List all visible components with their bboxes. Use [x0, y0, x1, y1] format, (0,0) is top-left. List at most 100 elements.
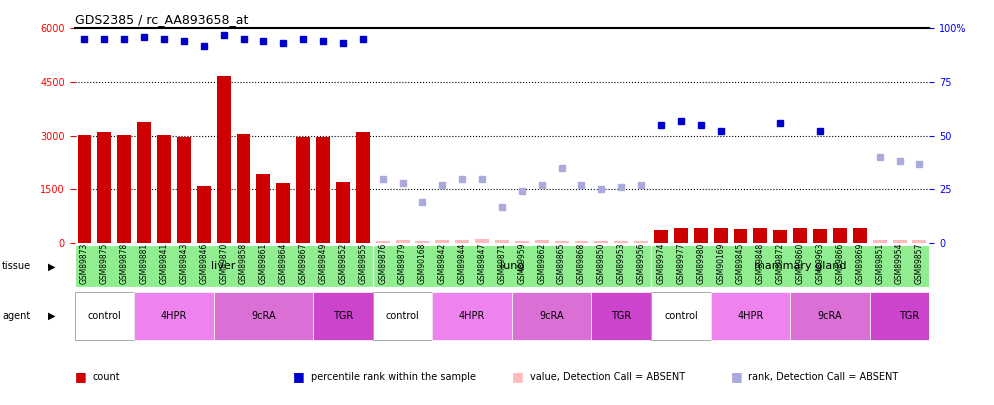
Text: GSM89857: GSM89857 [914, 243, 924, 284]
Text: 4HPR: 4HPR [459, 311, 485, 321]
Text: GSM89851: GSM89851 [875, 243, 885, 284]
Bar [455, 241, 469, 243]
Text: 9cRA: 9cRA [818, 311, 842, 321]
Text: mammary gland: mammary gland [753, 261, 847, 271]
FancyBboxPatch shape [214, 292, 313, 339]
FancyBboxPatch shape [373, 245, 651, 287]
Bar [555, 241, 569, 243]
Text: GSM89980: GSM89980 [696, 243, 706, 284]
Text: GSM89862: GSM89862 [537, 243, 547, 284]
Text: GSM89850: GSM89850 [596, 243, 606, 284]
Text: GSM89871: GSM89871 [497, 243, 507, 284]
Bar [157, 135, 171, 243]
FancyBboxPatch shape [790, 292, 870, 339]
Text: GSM89875: GSM89875 [99, 243, 109, 284]
Text: ▶: ▶ [48, 261, 56, 271]
FancyBboxPatch shape [870, 292, 949, 339]
Text: lung: lung [500, 261, 524, 271]
FancyBboxPatch shape [134, 292, 214, 339]
Text: GSM89848: GSM89848 [755, 243, 765, 284]
Bar [535, 241, 549, 243]
Bar [117, 135, 131, 243]
FancyBboxPatch shape [432, 292, 512, 339]
FancyBboxPatch shape [512, 292, 591, 339]
Text: GSM89954: GSM89954 [895, 243, 905, 284]
Text: GSM89844: GSM89844 [457, 243, 467, 284]
Text: GSM89849: GSM89849 [318, 243, 328, 284]
Text: count: count [92, 372, 120, 382]
Text: GSM89869: GSM89869 [855, 243, 865, 284]
Bar [495, 241, 509, 243]
Text: GSM89974: GSM89974 [656, 243, 666, 284]
Text: GSM89873: GSM89873 [80, 243, 89, 284]
Bar [594, 241, 608, 243]
Bar [97, 132, 111, 243]
Text: GSM90168: GSM90168 [417, 243, 427, 284]
Text: TGR: TGR [333, 311, 353, 321]
Text: ■: ■ [512, 370, 524, 383]
Text: GSM89953: GSM89953 [616, 243, 626, 284]
Bar [217, 76, 231, 243]
Text: GSM90169: GSM90169 [716, 243, 726, 284]
Text: GDS2385 / rc_AA893658_at: GDS2385 / rc_AA893658_at [75, 13, 248, 26]
Bar [753, 228, 767, 243]
Bar [793, 228, 807, 243]
Bar [813, 229, 827, 243]
Text: GSM89865: GSM89865 [557, 243, 567, 284]
Text: GSM89852: GSM89852 [338, 243, 348, 284]
Bar [256, 174, 270, 243]
Text: GSM89842: GSM89842 [437, 243, 447, 284]
FancyBboxPatch shape [651, 245, 949, 287]
Bar [634, 241, 648, 243]
Text: 9cRA: 9cRA [251, 311, 275, 321]
Bar [435, 240, 449, 243]
Bar [714, 228, 728, 243]
Bar [316, 137, 330, 243]
Text: 4HPR: 4HPR [738, 311, 763, 321]
Text: GSM89879: GSM89879 [398, 243, 408, 284]
Bar [197, 186, 211, 243]
Bar [276, 183, 290, 243]
Text: GSM89866: GSM89866 [835, 243, 845, 284]
Text: GSM89881: GSM89881 [139, 243, 149, 284]
Bar [177, 137, 191, 243]
Text: GSM89864: GSM89864 [278, 243, 288, 284]
Text: GSM89870: GSM89870 [219, 243, 229, 284]
Bar [296, 137, 310, 243]
Bar [853, 228, 867, 243]
Text: ■: ■ [75, 370, 86, 383]
Bar [515, 241, 529, 243]
Bar [396, 241, 410, 243]
Bar [575, 241, 588, 243]
Text: GSM89855: GSM89855 [358, 243, 368, 284]
Bar [415, 241, 429, 243]
Text: ■: ■ [293, 370, 305, 383]
Text: percentile rank within the sample: percentile rank within the sample [311, 372, 476, 382]
FancyBboxPatch shape [75, 245, 373, 287]
Bar [654, 230, 668, 243]
Text: GSM89841: GSM89841 [159, 243, 169, 284]
Text: ■: ■ [731, 370, 743, 383]
FancyBboxPatch shape [711, 292, 790, 339]
Text: GSM89858: GSM89858 [239, 243, 248, 284]
Bar [912, 241, 926, 243]
Text: liver: liver [212, 261, 236, 271]
Text: GSM89963: GSM89963 [815, 243, 825, 284]
Bar [336, 182, 350, 243]
Text: GSM89878: GSM89878 [119, 243, 129, 284]
Bar [376, 241, 390, 243]
Bar [475, 239, 489, 243]
Bar [356, 132, 370, 243]
Text: GSM89860: GSM89860 [795, 243, 805, 284]
Bar [893, 241, 907, 243]
Text: GSM89876: GSM89876 [378, 243, 388, 284]
Text: GSM89845: GSM89845 [736, 243, 746, 284]
Text: ▶: ▶ [48, 311, 56, 321]
Text: control: control [87, 311, 121, 321]
FancyBboxPatch shape [75, 292, 134, 339]
Bar [237, 134, 250, 243]
Text: GSM89977: GSM89977 [676, 243, 686, 284]
Text: GSM89867: GSM89867 [298, 243, 308, 284]
Text: 9cRA: 9cRA [540, 311, 564, 321]
Text: value, Detection Call = ABSENT: value, Detection Call = ABSENT [530, 372, 685, 382]
